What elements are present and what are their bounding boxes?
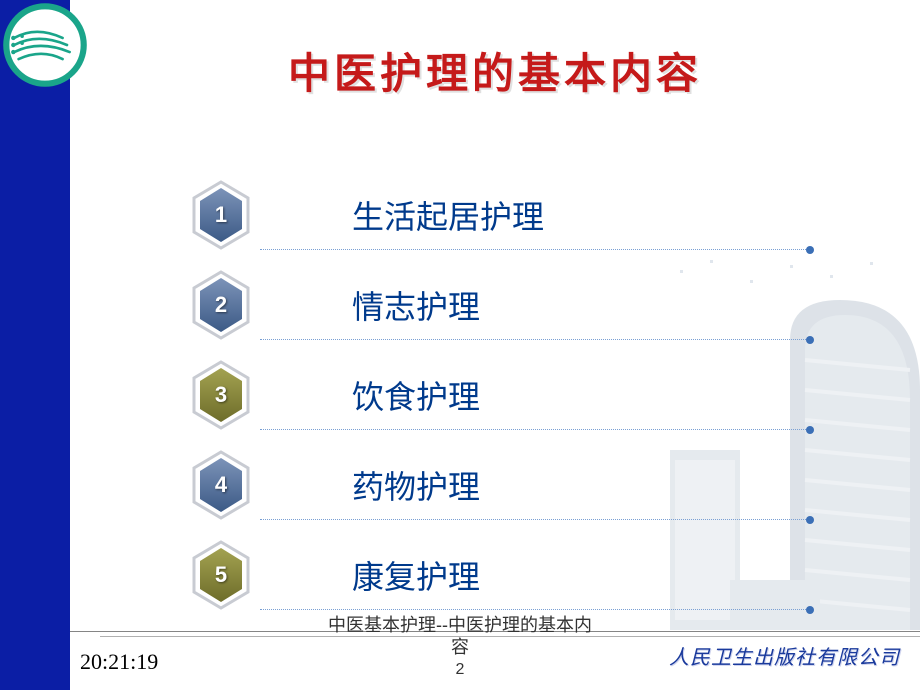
publisher-label: 人民卫生出版社有限公司 bbox=[669, 641, 900, 670]
line-end-dot bbox=[806, 246, 814, 254]
item-number: 1 bbox=[215, 202, 227, 228]
item-number: 2 bbox=[215, 292, 227, 318]
hexagon-bullet: 2 bbox=[190, 270, 252, 340]
page-number: 2 bbox=[456, 661, 465, 678]
item-label: 康复护理 bbox=[352, 552, 480, 598]
blue-sidebar bbox=[0, 0, 70, 690]
dotted-underline bbox=[260, 518, 810, 520]
item-label: 药物护理 bbox=[352, 462, 480, 508]
list-item: 4 药物护理 bbox=[190, 440, 810, 530]
footer-caption-line1: 中医基本护理--中医护理的基本内 bbox=[328, 615, 592, 635]
line-end-dot bbox=[806, 426, 814, 434]
item-label: 饮食护理 bbox=[352, 372, 480, 418]
hexagon-bullet: 1 bbox=[190, 180, 252, 250]
list-item: 3 饮食护理 bbox=[190, 350, 810, 440]
item-number: 5 bbox=[215, 562, 227, 588]
line-end-dot bbox=[806, 336, 814, 344]
line-end-dot bbox=[806, 516, 814, 524]
footer-caption-line2: 容 bbox=[451, 637, 469, 657]
hexagon-bullet: 5 bbox=[190, 540, 252, 610]
item-label: 生活起居护理 bbox=[352, 192, 544, 238]
slide-title: 中医护理的基本内容 bbox=[70, 40, 920, 101]
item-number: 4 bbox=[215, 472, 227, 498]
hexagon-bullet: 4 bbox=[190, 450, 252, 520]
list-item: 2 情志护理 bbox=[190, 260, 810, 350]
content-list: 1 生活起居护理 2 情志护理 bbox=[190, 170, 810, 620]
item-label: 情志护理 bbox=[352, 282, 480, 328]
dotted-underline bbox=[260, 248, 810, 250]
list-item: 1 生活起居护理 bbox=[190, 170, 810, 260]
list-item: 5 康复护理 bbox=[190, 530, 810, 620]
item-number: 3 bbox=[215, 382, 227, 408]
hexagon-bullet: 3 bbox=[190, 360, 252, 430]
dotted-underline bbox=[260, 608, 810, 610]
dotted-underline bbox=[260, 338, 810, 340]
dotted-underline bbox=[260, 428, 810, 430]
line-end-dot bbox=[806, 606, 814, 614]
